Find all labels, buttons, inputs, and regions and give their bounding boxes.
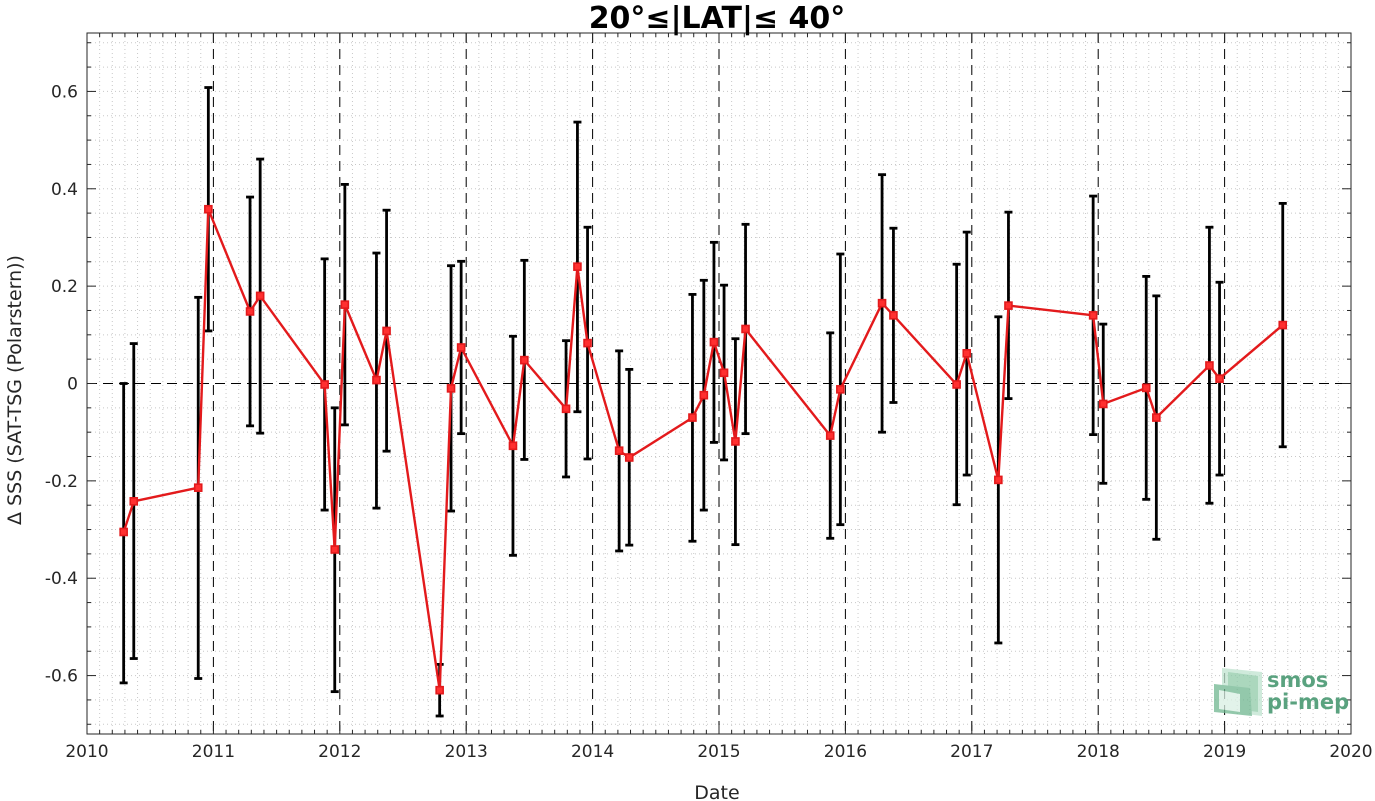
- data-point: [1215, 374, 1224, 383]
- data-point: [456, 343, 466, 352]
- data-point: [446, 384, 456, 393]
- data-point: [129, 497, 139, 506]
- logo-text-smos: smos: [1267, 668, 1328, 692]
- data-point: [520, 355, 529, 365]
- data-point: [382, 326, 391, 336]
- data-point: [435, 685, 444, 695]
- x-tick-label: 2016: [824, 742, 867, 762]
- y-tick-label: 0: [67, 375, 78, 395]
- axis-ticks: [86, 33, 1352, 734]
- data-point: [994, 475, 1003, 485]
- data-point: [952, 380, 961, 389]
- data-point: [1141, 383, 1151, 393]
- data-point: [836, 385, 845, 394]
- y-tick-label: 0.2: [51, 277, 78, 297]
- data-point: [508, 441, 518, 451]
- data-point: [709, 337, 719, 347]
- major-grid: [87, 33, 1351, 734]
- smos-pi-mep-logo: smos pi-mep: [1214, 668, 1349, 716]
- data-point: [320, 380, 329, 389]
- x-tick-label: 2012: [318, 742, 361, 762]
- data-point: [255, 291, 265, 301]
- y-axis-label: Δ SSS (SAT-TSG (Polarstern)): [4, 255, 26, 525]
- x-tick-label: 2014: [571, 742, 614, 762]
- data-point: [699, 390, 709, 400]
- x-axis-label: Date: [694, 782, 739, 801]
- data-point: [688, 413, 697, 422]
- data-point: [962, 349, 972, 358]
- x-tick-label: 2015: [697, 742, 740, 762]
- x-tick-label: 2011: [192, 742, 235, 762]
- data-point: [614, 446, 624, 455]
- y-tick-label: 0.4: [51, 180, 78, 200]
- data-point: [561, 404, 571, 414]
- series-line: [122, 208, 1284, 692]
- data-point: [372, 375, 381, 385]
- data-point: [741, 324, 750, 334]
- data-point: [204, 204, 213, 214]
- data-point: [330, 545, 340, 554]
- x-tick-label: 2020: [1329, 742, 1372, 762]
- data-series: [119, 86, 1288, 718]
- x-tick-label: 2017: [950, 742, 993, 762]
- data-point: [825, 431, 835, 440]
- data-point: [245, 307, 255, 316]
- logo-text-pi-mep: pi-mep: [1267, 690, 1349, 714]
- tick-labels: 0.6 0.4 0.2 0 -0.2 -0.4 -0.6 2010 2011 2012 2013 20…: [45, 82, 1373, 762]
- data-point: [583, 338, 592, 348]
- data-point: [731, 437, 740, 446]
- y-tick-label: 0.6: [51, 82, 78, 102]
- x-tick-label: 2019: [1203, 742, 1246, 762]
- data-point: [1088, 311, 1098, 320]
- data-point: [1098, 399, 1108, 409]
- data-point: [624, 453, 634, 462]
- y-tick-label: -0.2: [45, 472, 78, 492]
- x-tick-label: 2010: [65, 742, 108, 762]
- data-point: [719, 368, 729, 378]
- y-tick-label: -0.6: [45, 667, 78, 687]
- data-point: [573, 262, 582, 271]
- data-point: [193, 483, 203, 492]
- data-point: [1004, 301, 1013, 310]
- data-point: [1278, 320, 1288, 330]
- data-point: [1152, 413, 1161, 422]
- data-point: [340, 300, 350, 309]
- y-tick-label: -0.4: [45, 569, 78, 589]
- x-tick-label: 2013: [445, 742, 488, 762]
- logo-emblem: [1214, 668, 1262, 716]
- chart-title: 20°≤|LAT|≤ 40°: [589, 1, 846, 36]
- x-tick-label: 2018: [1077, 742, 1120, 762]
- data-point: [1205, 361, 1214, 370]
- data-point: [877, 298, 887, 308]
- data-point: [119, 527, 128, 537]
- data-point: [889, 311, 898, 320]
